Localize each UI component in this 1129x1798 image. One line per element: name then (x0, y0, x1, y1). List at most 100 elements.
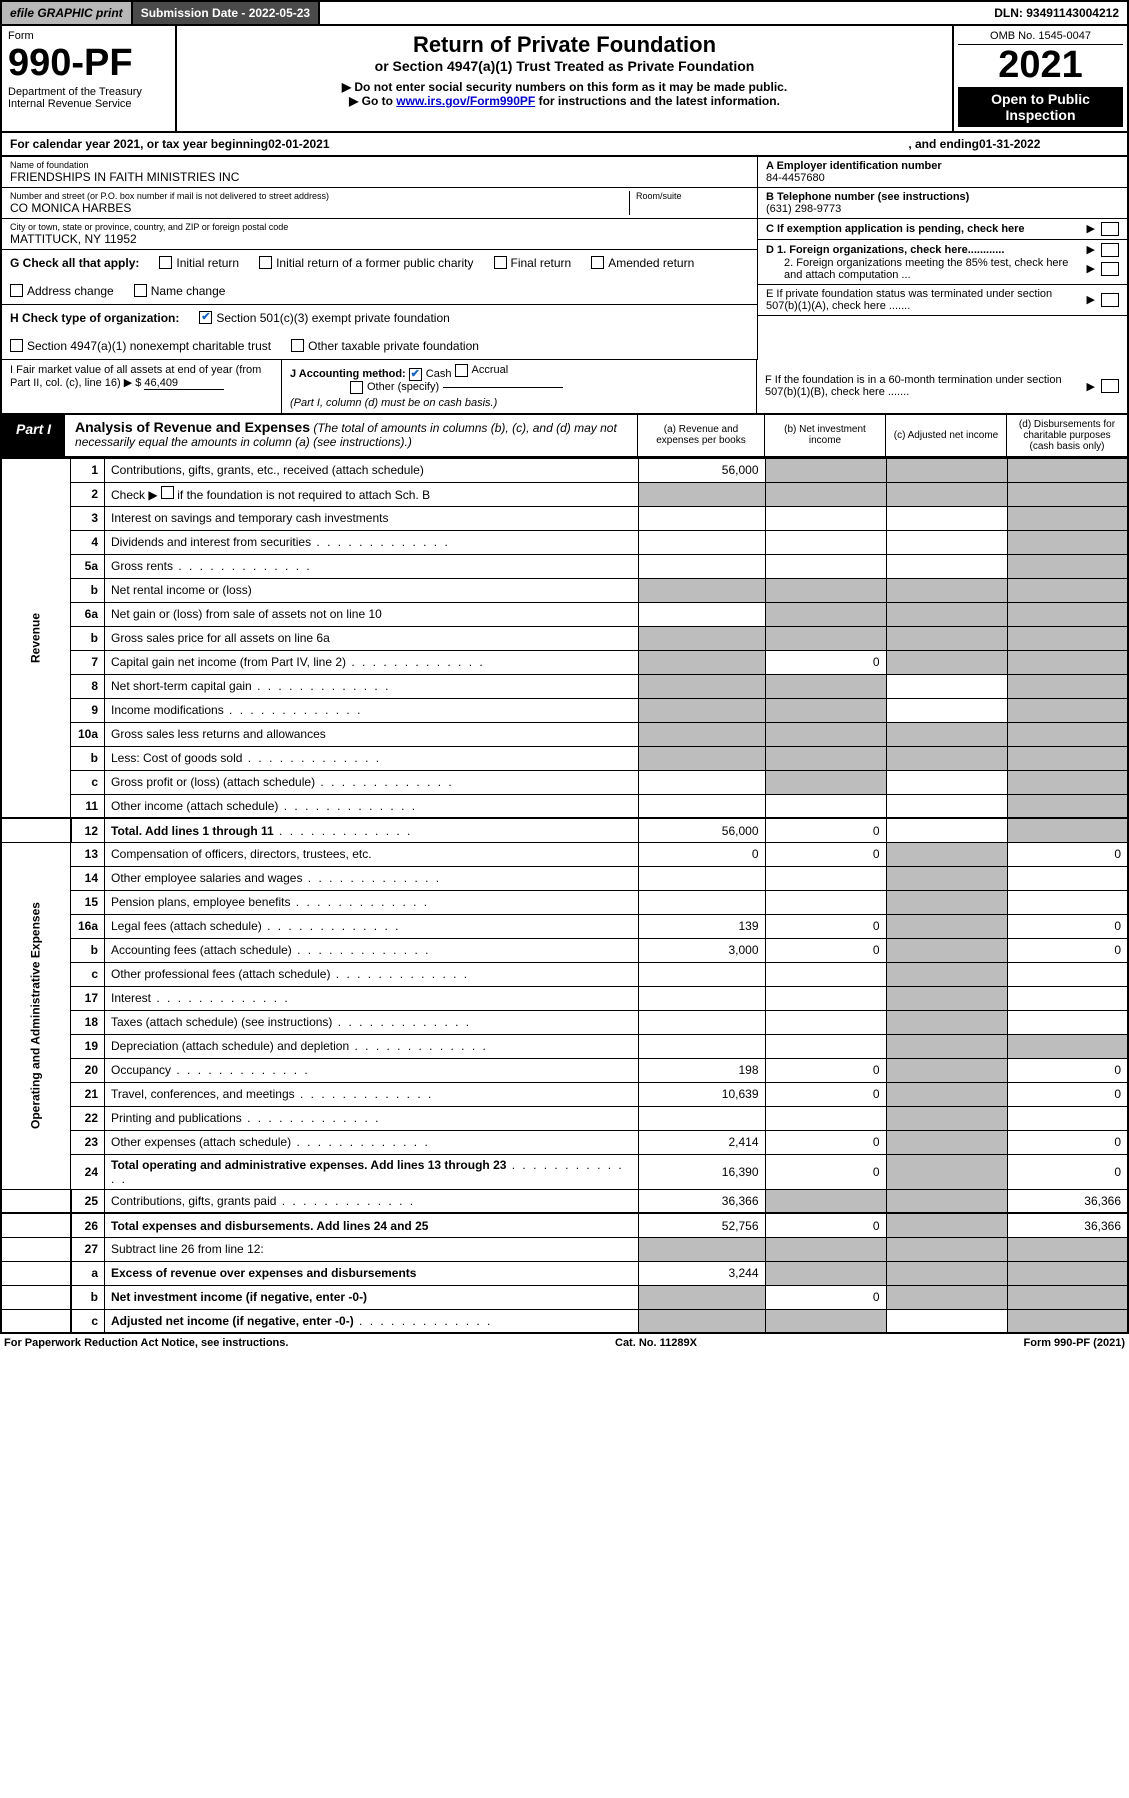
chk-other-method[interactable] (350, 381, 363, 394)
part1-grid: Revenue 1Contributions, gifts, grants, e… (0, 458, 1129, 1335)
topbar-spacer (320, 2, 986, 24)
note2-post: for instructions and the latest informat… (535, 94, 780, 108)
chk-amended-return[interactable] (591, 256, 604, 269)
table-row: 5aGross rents (1, 554, 1128, 578)
efile-label: efile GRAPHIC print (2, 2, 133, 24)
col-c-head: (c) Adjusted net income (885, 415, 1006, 456)
A-val: 84-4457680 (766, 172, 1119, 184)
table-row: 21Travel, conferences, and meetings10,63… (1, 1082, 1128, 1106)
table-row: aExcess of revenue over expenses and dis… (1, 1261, 1128, 1285)
footer-mid: Cat. No. 11289X (615, 1337, 697, 1349)
name-label: Name of foundation (10, 160, 749, 170)
J-note: (Part I, column (d) must be on cash basi… (290, 397, 497, 409)
cal-end: 01-31-2022 (979, 137, 1119, 151)
chk-other-taxable[interactable] (291, 339, 304, 352)
table-row: bNet investment income (if negative, ent… (1, 1285, 1128, 1309)
table-row: 12Total. Add lines 1 through 1156,0000 (1, 818, 1128, 842)
header-right: OMB No. 1545-0047 2021 Open to Public In… (952, 26, 1127, 131)
chk-name-change[interactable] (134, 284, 147, 297)
submission-date: Submission Date - 2022-05-23 (133, 2, 320, 24)
form-word: Form (8, 30, 169, 42)
table-row: Operating and Administrative Expenses 13… (1, 842, 1128, 866)
D-cell: D 1. Foreign organizations, check here..… (758, 240, 1127, 285)
part1-tab: Part I (2, 415, 65, 456)
table-row: 22Printing and publications (1, 1106, 1128, 1130)
table-row: 10aGross sales less returns and allowanc… (1, 722, 1128, 746)
calendar-year-row: For calendar year 2021, or tax year begi… (0, 133, 1129, 157)
table-row: 16aLegal fees (attach schedule)13900 (1, 914, 1128, 938)
J-label: J Accounting method: (290, 368, 406, 380)
table-row: cOther professional fees (attach schedul… (1, 962, 1128, 986)
F-label: F If the foundation is in a 60-month ter… (765, 374, 1081, 398)
city-cell: City or town, state or province, country… (2, 219, 757, 250)
header-center: Return of Private Foundation or Section … (177, 26, 952, 131)
table-row: 25Contributions, gifts, grants paid36,36… (1, 1189, 1128, 1213)
dept-label: Department of the Treasury (8, 86, 169, 98)
table-row: 14Other employee salaries and wages (1, 866, 1128, 890)
chk-501c3[interactable] (199, 311, 212, 324)
ein-cell: A Employer identification number 84-4457… (758, 157, 1127, 188)
C-cell: C If exemption application is pending, c… (758, 219, 1127, 240)
chk-initial-former[interactable] (259, 256, 272, 269)
revenue-side-label: Revenue (1, 458, 71, 818)
phone-cell: B Telephone number (see instructions) (6… (758, 188, 1127, 219)
I-val: 46,409 (144, 377, 224, 390)
table-row: 18Taxes (attach schedule) (see instructi… (1, 1010, 1128, 1034)
table-row: 17Interest (1, 986, 1128, 1010)
g-check-row: G Check all that apply: Initial return I… (2, 250, 757, 305)
addr-label: Number and street (or P.O. box number if… (10, 191, 629, 201)
table-row: 11Other income (attach schedule) (1, 794, 1128, 818)
top-bar: efile GRAPHIC print Submission Date - 20… (0, 0, 1129, 26)
D1-label: D 1. Foreign organizations, check here..… (766, 244, 1004, 256)
table-row: 8Net short-term capital gain (1, 674, 1128, 698)
room-label: Room/suite (636, 191, 749, 201)
footer-row: For Paperwork Reduction Act Notice, see … (0, 1334, 1129, 1352)
table-row: bNet rental income or (loss) (1, 578, 1128, 602)
table-row: 24Total operating and administrative exp… (1, 1154, 1128, 1189)
col-b-head: (b) Net investment income (764, 415, 885, 456)
chk-schB[interactable] (161, 486, 174, 499)
table-row: 6aNet gain or (loss) from sale of assets… (1, 602, 1128, 626)
chk-D2[interactable] (1101, 262, 1119, 276)
chk-D1[interactable] (1101, 243, 1119, 257)
footer-right: Form 990-PF (2021) (1024, 1337, 1125, 1349)
table-row: 9Income modifications (1, 698, 1128, 722)
chk-E[interactable] (1101, 293, 1119, 307)
D2-label: 2. Foreign organizations meeting the 85%… (784, 257, 1081, 281)
chk-address-change[interactable] (10, 284, 23, 297)
foundation-name-cell: Name of foundation FRIENDSHIPS IN FAITH … (2, 157, 757, 188)
city-val: MATTITUCK, NY 11952 (10, 232, 749, 246)
footer-left: For Paperwork Reduction Act Notice, see … (4, 1337, 288, 1349)
cal-pre: For calendar year 2021, or tax year begi… (10, 137, 268, 151)
cal-begin: 02-01-2021 (268, 137, 408, 151)
chk-C[interactable] (1101, 222, 1119, 236)
g-label: G Check all that apply: (10, 256, 139, 270)
city-label: City or town, state or province, country… (10, 222, 749, 232)
chk-4947a1[interactable] (10, 339, 23, 352)
ijf-row: I Fair market value of all assets at end… (0, 360, 1129, 414)
irs-link[interactable]: www.irs.gov/Form990PF (396, 94, 535, 108)
foundation-name: FRIENDSHIPS IN FAITH MINISTRIES INC (10, 170, 749, 184)
table-row: 27Subtract line 26 from line 12: (1, 1237, 1128, 1261)
chk-final-return[interactable] (494, 256, 507, 269)
table-row: cGross profit or (loss) (attach schedule… (1, 770, 1128, 794)
form-subtitle: or Section 4947(a)(1) Trust Treated as P… (187, 58, 942, 74)
chk-initial-return[interactable] (159, 256, 172, 269)
omb-label: OMB No. 1545-0047 (958, 30, 1123, 45)
address-cell: Number and street (or P.O. box number if… (2, 188, 757, 219)
form-header: Form 990-PF Department of the Treasury I… (0, 26, 1129, 133)
chk-F[interactable] (1101, 379, 1119, 393)
E-cell: E If private foundation status was termi… (758, 285, 1127, 316)
B-val: (631) 298-9773 (766, 203, 1119, 215)
C-label: C If exemption application is pending, c… (766, 223, 1025, 235)
addr-val: CO MONICA HARBES (10, 201, 629, 215)
form-note1: ▶ Do not enter social security numbers o… (187, 80, 942, 94)
table-row: 2 Check ▶ if the foundation is not requi… (1, 482, 1128, 506)
irs-label: Internal Revenue Service (8, 98, 169, 110)
table-row: 26Total expenses and disbursements. Add … (1, 1213, 1128, 1237)
chk-cash[interactable] (409, 368, 422, 381)
col-a-head: (a) Revenue and expenses per books (637, 415, 764, 456)
info-block: Name of foundation FRIENDSHIPS IN FAITH … (0, 157, 1129, 360)
note2-pre: ▶ Go to (349, 94, 396, 108)
chk-accrual[interactable] (455, 364, 468, 377)
